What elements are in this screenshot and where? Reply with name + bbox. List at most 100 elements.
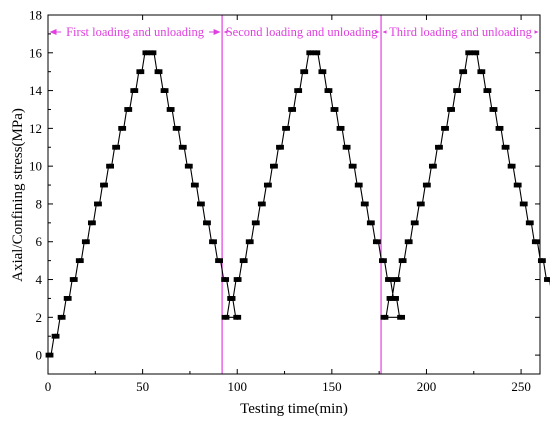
data-point (450, 107, 455, 112)
data-point (69, 277, 75, 282)
data-point (468, 50, 474, 56)
data-point (160, 88, 166, 93)
data-point (233, 314, 239, 320)
data-point (276, 144, 281, 150)
data-point (172, 125, 178, 131)
data-point (115, 144, 121, 150)
data-point (297, 88, 303, 93)
x-tick-label: 250 (511, 379, 531, 394)
data-point (236, 314, 242, 320)
data-point (239, 258, 245, 264)
phase-label: Second loading and unloading (226, 25, 378, 39)
y-tick-label: 2 (36, 310, 43, 325)
phase-label: Third loading and unloading (389, 25, 532, 39)
data-point (75, 258, 81, 264)
data-point (63, 296, 69, 301)
phase-arrow-head-right (213, 29, 221, 35)
data-point (187, 163, 193, 169)
data-point (395, 277, 401, 282)
data-point (133, 88, 139, 93)
data-point (212, 239, 217, 245)
data-point (432, 163, 437, 169)
data-point (263, 182, 269, 188)
data-point (267, 182, 272, 188)
data-point (72, 277, 78, 282)
data-point (382, 258, 387, 264)
data-point (103, 182, 108, 188)
data-point (510, 163, 516, 169)
y-axis-title: Axial/Confining stress(MPa) (10, 108, 26, 282)
data-point (360, 201, 366, 207)
data-point (94, 201, 99, 207)
data-point (456, 88, 462, 93)
data-point (306, 50, 312, 56)
data-point (184, 163, 190, 169)
phase-annotations: First loading and unloading Second loadin… (49, 15, 539, 374)
data-point (389, 296, 395, 301)
data-point (321, 69, 327, 75)
y-tick-label: 0 (36, 348, 43, 363)
data-point (242, 258, 248, 264)
data-point (474, 50, 480, 56)
data-point (438, 144, 443, 150)
data-point (428, 163, 434, 169)
data-point (309, 50, 315, 56)
data-point (416, 201, 422, 207)
data-point (375, 239, 381, 245)
data-point (181, 144, 187, 150)
data-point (215, 258, 220, 264)
phase-label-bg (386, 24, 535, 40)
data-point (519, 201, 525, 207)
data-point (118, 125, 124, 131)
ticks: 0 50 100 150 200 250 0 2 4 6 8 10 12 14 16 18 (29, 8, 540, 394)
data-point (372, 239, 378, 245)
data-point (480, 69, 486, 75)
data-point (270, 163, 275, 169)
data-point (330, 107, 336, 112)
phase-label: First loading and unloading (66, 25, 205, 39)
data-point (441, 125, 446, 131)
data-point (66, 296, 72, 301)
data-point (351, 163, 357, 169)
data-point (279, 144, 284, 150)
data-point (78, 258, 84, 264)
phase-label-bg (227, 24, 376, 40)
y-tick-label: 18 (29, 8, 42, 23)
data-point (462, 69, 468, 75)
data-point (130, 88, 136, 93)
data-point (366, 220, 372, 226)
data-point (419, 201, 425, 207)
data-point (300, 69, 306, 75)
data-point (369, 220, 375, 226)
data-point (477, 69, 483, 75)
data-point (422, 182, 428, 188)
data-point (410, 220, 416, 226)
y-tick-label: 12 (29, 121, 42, 136)
data-point (224, 314, 230, 320)
data-point (273, 163, 278, 169)
data-point (227, 296, 233, 301)
data-point (166, 107, 172, 112)
data-point (342, 144, 348, 150)
data-point (483, 88, 489, 93)
data-point (522, 201, 528, 207)
data-point (315, 50, 321, 56)
data-point (498, 125, 504, 131)
data-point (531, 239, 537, 245)
data-point (163, 88, 169, 93)
data-point (282, 125, 287, 131)
series-line (48, 52, 550, 356)
data-point (196, 201, 202, 207)
y-tick-label: 16 (29, 45, 43, 60)
x-axis-title: Testing time(min) (240, 401, 348, 417)
data-point (203, 220, 208, 226)
x-tick-label: 0 (45, 379, 52, 394)
data-point (357, 182, 363, 188)
data-point (100, 182, 105, 188)
phase-arrow-head-left (49, 29, 57, 35)
data-point (516, 182, 522, 188)
data-point (291, 107, 297, 112)
data-point (471, 50, 477, 56)
data-point (444, 125, 449, 131)
